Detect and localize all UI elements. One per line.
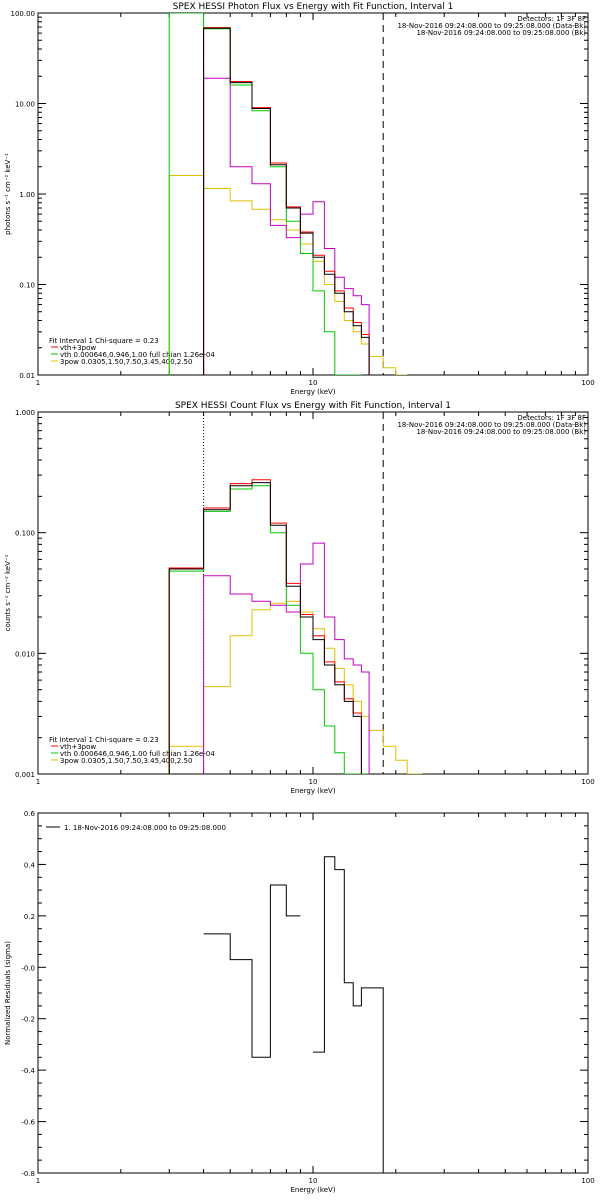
count-flux-y-tick: 0.010: [15, 650, 35, 658]
count-flux-x-tick: 100: [581, 778, 594, 786]
photon-flux-data-interval-text: 18-Nov-2016 09:24:08.000 to 09:25:08.000…: [397, 22, 586, 30]
photon-flux-legend-vth: vth 0.000646,0.946,1.00 full chian 1.26e…: [60, 351, 215, 359]
count-flux-series-vth-3pow: [168, 479, 362, 774]
count-flux-x-tick: 10: [309, 778, 318, 786]
residuals-y-tick: -0.4: [21, 1067, 35, 1075]
residuals-y-tick: -0.8: [21, 1170, 35, 1178]
count-flux-legend-vth: vth 0.000646,0.946,1.00 full chian 1.26e…: [60, 750, 215, 758]
photon-flux-title: SPEX HESSI Photon Flux vs Energy with Fi…: [173, 2, 454, 12]
photon-flux-plot-marks: [37, 13, 589, 376]
count-flux-legend-total: vth+3pow: [60, 743, 96, 751]
count-flux-legend-3pow: 3pow 0.0305,1.50,7.50,3.45,400,2.50: [60, 757, 192, 765]
residuals-y-axis-label: Normalized Residuals (sigma): [4, 941, 12, 1045]
count-flux-bk-interval-text: 18-Nov-2016 09:24:08.000 to 09:25:08.000…: [416, 428, 586, 436]
photon-flux-series-data-bk: [203, 27, 370, 375]
count-flux-y-axis-label: counts s⁻¹ cm⁻² keV⁻¹: [4, 554, 12, 631]
count-flux-x-axis-label: Energy (keV): [290, 787, 335, 795]
panel-photon-flux: SPEX HESSI Photon Flux vs Energy with Fi…: [4, 2, 595, 396]
photon-flux-y-tick: 10.00: [15, 101, 35, 109]
residuals-series-1-18-nov-2016-09-24-08-000-to-09-25-08-000: [203, 856, 384, 1173]
residuals-y-tick: -0.0: [21, 964, 35, 972]
residuals-x-tick: 1: [36, 1177, 40, 1185]
count-flux-series-data-bk: [168, 482, 362, 774]
count-flux-y-tick: 0.001: [15, 771, 35, 779]
count-flux-plot-frame: [37, 411, 589, 775]
photon-flux-x-tick: 10: [309, 379, 318, 387]
residuals-y-tick: -0.2: [21, 1016, 35, 1024]
residuals-y-tick: 0.6: [24, 810, 36, 818]
residuals-plot-marks: [37, 812, 589, 1174]
residuals-y-tick: 0.2: [24, 913, 35, 921]
photon-flux-plot-frame: [37, 12, 589, 376]
photon-flux-bk-interval-text: 18-Nov-2016 09:24:08.000 to 09:25:08.000…: [416, 29, 586, 37]
count-flux-data-interval-text: 18-Nov-2016 09:24:08.000 to 09:25:08.000…: [397, 421, 586, 429]
count-flux-detectors-text: Detectors: 1F 3F 8F: [517, 414, 586, 422]
photon-flux-series-vth: [168, 13, 362, 375]
photon-flux-x-tick: 100: [581, 379, 594, 387]
residuals-legend-label: 1. 18-Nov-2016 09:24:08.000 to 09:25:08.…: [64, 824, 226, 832]
residuals-x-tick: 100: [581, 1177, 594, 1185]
count-flux-x-tick: 1: [36, 778, 40, 786]
photon-flux-fit-info: Fit Interval 1 Chi-square = 0.23: [49, 337, 159, 345]
count-flux-series-vth: [168, 485, 370, 774]
count-flux-y-tick: 1.000: [15, 409, 35, 417]
photon-flux-y-tick: 100.00: [11, 10, 36, 18]
count-flux-series-3pow: [168, 600, 423, 774]
photon-flux-y-tick: 1.00: [19, 191, 35, 199]
panel-count-flux: SPEX HESSI Count Flux vs Energy with Fit…: [4, 401, 595, 795]
photon-flux-y-tick: 0.01: [19, 372, 35, 380]
residuals-plot-frame: [37, 812, 589, 1174]
count-flux-series-bk: [203, 542, 370, 774]
panel-residuals: Energy (keV) Normalized Residuals (sigma…: [4, 810, 595, 1194]
photon-flux-legend-3pow: 3pow 0.0305,1.50,7.50,3.45,400,2.50: [60, 358, 192, 366]
photon-flux-legend-total: vth+3pow: [60, 344, 96, 352]
photon-flux-series-3pow: [168, 175, 408, 375]
photon-flux-x-tick: 1: [36, 379, 40, 387]
photon-flux-detectors-text: Detectors: 1F 3F 8F: [517, 15, 586, 23]
residuals-y-tick: 0.4: [24, 861, 36, 869]
count-flux-fit-info: Fit Interval 1 Chi-square = 0.23: [49, 736, 159, 744]
count-flux-title: SPEX HESSI Count Flux vs Energy with Fit…: [175, 401, 451, 411]
residuals-x-axis-label: Energy (keV): [290, 1186, 335, 1194]
count-flux-plot-marks: [37, 412, 589, 775]
count-flux-y-tick: 0.100: [15, 530, 35, 538]
photon-flux-series-bk: [203, 77, 370, 375]
residuals-y-tick: -0.6: [21, 1119, 35, 1127]
photon-flux-y-tick: 0.10: [19, 282, 35, 290]
photon-flux-y-axis-label: photons s⁻¹ cm⁻² keV⁻¹: [4, 153, 12, 235]
photon-flux-x-axis-label: Energy (keV): [290, 388, 335, 396]
residuals-x-tick: 10: [309, 1177, 318, 1185]
